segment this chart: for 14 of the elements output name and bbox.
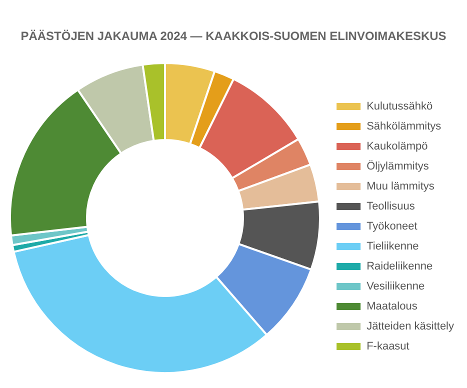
legend-label: Maatalous (366, 300, 418, 312)
legend-label: Teollisuus (366, 200, 416, 212)
legend-label: Jätteiden käsittely (366, 320, 454, 332)
legend-label: Vesiliikenne (366, 280, 425, 292)
legend-label: Sähkölämmitys (366, 120, 442, 132)
legend-label: Kulutussähkö (366, 100, 433, 112)
legend-label: Raideliikenne (366, 260, 433, 272)
legend-label: Kaukolämpö (366, 140, 428, 152)
legend-label: Tieliikenne (366, 240, 419, 252)
legend-label: Muu lämmitys (366, 180, 435, 192)
legend-label: F-kaasut (366, 340, 410, 352)
chart-title: PÄÄSTÖJEN JAKAUMA 2024 — KAAKKOIS-SUOMEN ELINVOIMAKESKUS (20, 29, 446, 43)
legend-label: Öljylämmitys (366, 160, 430, 172)
legend-label: Työkoneet (366, 220, 418, 232)
